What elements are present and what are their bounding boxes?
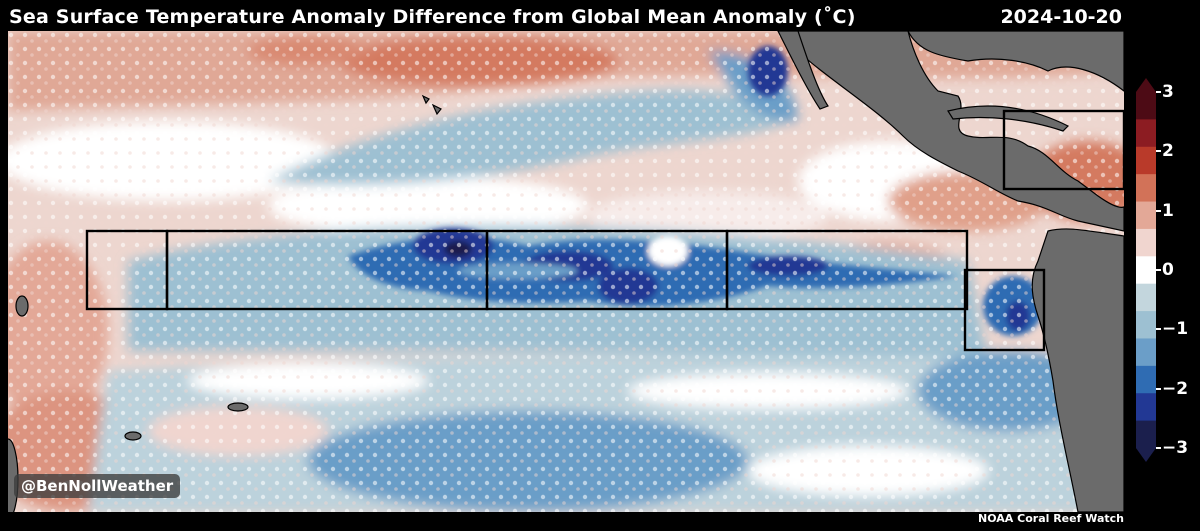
colorbar-segment bbox=[1136, 283, 1156, 312]
colorbar-tick-mark bbox=[1156, 387, 1161, 390]
colorbar-segment bbox=[1136, 146, 1156, 175]
colorbar-segment bbox=[1136, 119, 1156, 148]
map-title: Sea Surface Temperature Anomaly Differen… bbox=[9, 6, 856, 28]
sst-anomaly-map bbox=[8, 31, 1124, 512]
colorbar bbox=[1136, 78, 1156, 462]
colorbar-bottom-tip bbox=[1136, 448, 1156, 462]
colorbar-tick-mark bbox=[1156, 447, 1161, 449]
region-box-caribbean bbox=[1002, 109, 1124, 191]
colorbar-segment bbox=[1136, 393, 1156, 422]
colorbar-tick-label: −2 bbox=[1162, 378, 1189, 399]
colorbar-tick-mark bbox=[1156, 328, 1161, 331]
colorbar-tick-mark bbox=[1156, 209, 1161, 212]
colorbar-segment bbox=[1136, 228, 1156, 257]
author-credit: @BenNollWeather bbox=[14, 474, 181, 498]
colorbar-tick-label: −3 bbox=[1162, 438, 1189, 458]
colorbar-segment bbox=[1136, 92, 1156, 120]
colorbar-segment bbox=[1136, 365, 1156, 394]
colorbar-top-tip bbox=[1136, 78, 1156, 92]
source-credit: NOAA Coral Reef Watch bbox=[978, 512, 1124, 525]
region-box-nino12 bbox=[963, 268, 1046, 352]
land-mass bbox=[8, 31, 1124, 512]
map-date: 2024-10-20 bbox=[1000, 6, 1122, 28]
colorbar-segment bbox=[1136, 201, 1156, 230]
map-canvas bbox=[8, 31, 1124, 512]
colorbar-segment bbox=[1136, 311, 1156, 339]
colorbar-segment bbox=[1136, 256, 1156, 285]
colorbar-tick-label: 0 bbox=[1162, 260, 1174, 280]
colorbar-tick-label: 2 bbox=[1162, 141, 1174, 162]
colorbar-gradient bbox=[1136, 78, 1156, 462]
colorbar-segment bbox=[1136, 174, 1156, 203]
colorbar-tick-mark bbox=[1156, 269, 1161, 271]
colorbar-segment bbox=[1136, 420, 1156, 449]
colorbar-tick-mark bbox=[1156, 150, 1161, 153]
colorbar-tick-label: 3 bbox=[1162, 82, 1174, 102]
colorbar-tick-label: −1 bbox=[1162, 319, 1189, 340]
colorbar-segment bbox=[1136, 338, 1156, 367]
colorbar-tick-label: 1 bbox=[1162, 200, 1174, 221]
colorbar-tick-mark bbox=[1156, 91, 1161, 93]
